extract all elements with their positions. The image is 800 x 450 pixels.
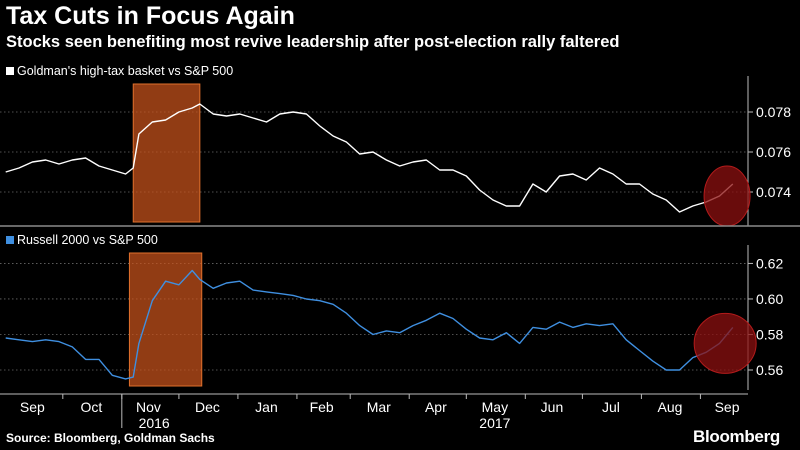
source-note: Source: Bloomberg, Goldman Sachs: [6, 431, 215, 445]
x-tick-label: Mar: [367, 399, 391, 415]
x-tick-label: May: [482, 399, 508, 415]
bottom-highlight-box: [128, 252, 203, 387]
brand-logo: Bloomberg: [692, 427, 780, 446]
bottom-ytick-label: 0.58: [756, 326, 783, 342]
bottom-panel: 0.56 0.58 0.60 0.62 Russell 2000 vs S&P 500: [0, 233, 783, 390]
x-tick-label: Apr: [425, 399, 447, 415]
top-ytick-label: 0.078: [756, 104, 791, 120]
top-ytick-label: 0.074: [756, 184, 791, 200]
bottom-ytick-label: 0.62: [756, 255, 783, 271]
bottom-ytick-label: 0.56: [756, 362, 783, 378]
top-ytick-label: 0.076: [756, 144, 791, 160]
top-legend-swatch: [6, 67, 14, 75]
bottom-ytick-label: 0.60: [756, 291, 783, 307]
x-tick-label: Aug: [658, 399, 683, 415]
x-tick-label: Jun: [541, 399, 564, 415]
x-tick-label: Sep: [20, 399, 45, 415]
x-tick-label: Nov: [136, 399, 161, 415]
bottom-legend-label: Russell 2000 vs S&P 500: [17, 233, 158, 247]
x-tick-label: Oct: [80, 399, 102, 415]
year-label-2016: 2016: [139, 415, 170, 431]
year-label-2017: 2017: [479, 415, 510, 431]
x-tick-label: Jul: [602, 399, 620, 415]
top-highlight-circle: [703, 165, 751, 227]
bottom-legend-swatch: [6, 236, 14, 244]
bottom-highlight-circle: [693, 312, 757, 374]
chart-title: Tax Cuts in Focus Again: [6, 2, 295, 30]
x-tick-label: Jan: [255, 399, 278, 415]
x-tick-label: Dec: [195, 399, 220, 415]
x-axis: Sep Oct Nov Dec Jan Feb Mar Apr May Jun Jul Aug Sep 2…: [0, 393, 748, 431]
x-tick-label: Feb: [310, 399, 334, 415]
top-legend-label: Goldman's high-tax basket vs S&P 500: [17, 64, 233, 78]
top-panel: 0.074 0.076 0.078 Goldman's high-tax basket…: [0, 64, 791, 227]
bottom-series-line: [5, 269, 734, 380]
x-tick-label: Sep: [715, 399, 740, 415]
top-highlight-box: [132, 83, 201, 223]
chart-subtitle: Stocks seen benefiting most revive leade…: [6, 33, 620, 51]
top-series-line: [5, 103, 734, 213]
